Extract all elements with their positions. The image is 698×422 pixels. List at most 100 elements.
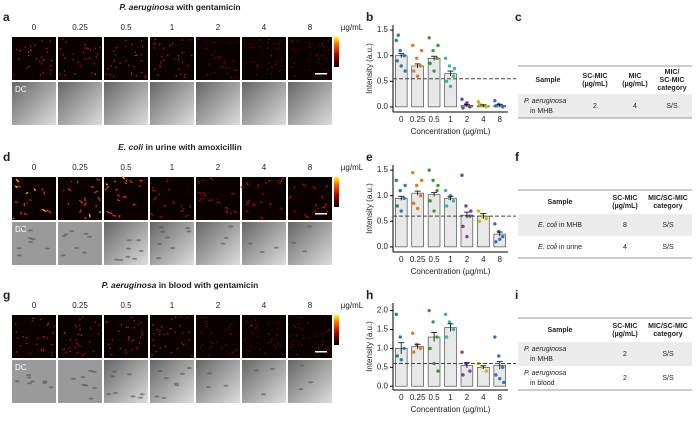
data-point xyxy=(464,204,467,207)
cell-signal xyxy=(64,70,65,71)
data-point xyxy=(419,64,422,67)
data-point xyxy=(452,199,455,202)
cell-signal xyxy=(318,62,319,63)
cell-signal xyxy=(267,323,268,324)
cell-signal xyxy=(159,334,160,335)
cell-signal xyxy=(180,325,181,326)
cell-signal xyxy=(320,76,321,77)
dc-cell xyxy=(61,254,66,256)
cell-signal xyxy=(178,68,179,69)
y-tick-label: 0.5 xyxy=(377,362,389,371)
cell-signal xyxy=(169,189,170,191)
cell-signal xyxy=(266,182,267,184)
data-point xyxy=(436,369,439,372)
cell-signal xyxy=(172,43,173,44)
cell-signal xyxy=(250,43,251,44)
cell-signal xyxy=(81,334,82,335)
cell-signal xyxy=(41,63,42,64)
dc-cell xyxy=(187,367,192,369)
data-point xyxy=(431,320,434,323)
bar xyxy=(428,337,440,386)
cell-signal xyxy=(90,327,91,328)
cell-signal xyxy=(228,68,229,69)
cell-signal xyxy=(237,41,238,42)
title-rest: in urine with amoxicillin xyxy=(143,142,242,152)
cell-signal xyxy=(252,205,255,206)
dc-cell xyxy=(30,380,35,382)
cell-signal xyxy=(83,52,84,53)
cell-signal xyxy=(80,200,81,201)
cell-signal xyxy=(79,346,80,347)
table-cell: S/S xyxy=(662,375,674,382)
data-point xyxy=(412,202,415,205)
dc-cell xyxy=(64,233,69,235)
cell-signal xyxy=(278,49,279,50)
cell-signal xyxy=(125,40,126,41)
cell-signal xyxy=(204,317,205,318)
table-header: (µg/mL) xyxy=(612,203,637,210)
x-axis-label: Concentration (µg/mL) xyxy=(411,267,491,276)
cell-signal xyxy=(74,73,75,74)
cell-signal xyxy=(256,324,257,325)
cell-signal xyxy=(225,344,226,345)
cell-signal xyxy=(210,333,211,334)
cell-signal xyxy=(40,319,41,320)
cell-signal xyxy=(28,66,29,67)
cell-signal xyxy=(118,331,119,332)
cell-signal xyxy=(84,353,85,354)
dc-cell xyxy=(92,371,97,373)
dc-image xyxy=(288,82,332,125)
dc-cell xyxy=(130,395,135,397)
data-point xyxy=(415,184,418,187)
data-point xyxy=(436,44,439,47)
data-point xyxy=(478,103,481,106)
data-point xyxy=(494,240,497,243)
cell-signal xyxy=(307,322,308,323)
concentration-label: 0.25 xyxy=(72,23,88,32)
cell-signal xyxy=(134,320,135,321)
cell-signal xyxy=(37,337,38,338)
bar xyxy=(412,193,424,247)
cell-signal xyxy=(292,49,293,50)
cell-signal xyxy=(62,349,63,350)
cell-signal xyxy=(47,338,48,339)
data-point xyxy=(448,64,451,67)
cell-signal xyxy=(76,343,77,344)
dc-cell xyxy=(27,382,32,384)
cell-signal xyxy=(215,57,216,58)
cell-signal xyxy=(236,333,237,334)
dc-cell xyxy=(87,236,92,238)
cell-signal xyxy=(65,352,66,353)
fluorescence-image xyxy=(150,315,194,358)
cell-signal xyxy=(94,63,95,64)
cell-signal xyxy=(190,39,191,40)
cell-signal xyxy=(291,40,292,41)
cell-signal xyxy=(70,339,71,340)
cell-signal xyxy=(268,63,269,64)
data-point xyxy=(445,204,448,207)
cell-signal xyxy=(41,349,42,350)
cell-signal xyxy=(73,54,74,55)
data-point xyxy=(485,217,488,220)
data-point xyxy=(402,197,405,200)
cell-signal xyxy=(34,45,35,46)
x-tick-label: 4 xyxy=(481,255,486,264)
cell-signal xyxy=(224,61,225,62)
cell-signal xyxy=(293,63,294,64)
panel-letter: d xyxy=(3,150,10,164)
dc-cell xyxy=(157,243,162,245)
table-header: Sample xyxy=(548,327,573,334)
cell-signal xyxy=(224,63,225,64)
concentration-label: 0.25 xyxy=(72,301,88,310)
cell-signal xyxy=(247,321,248,322)
dc-cell xyxy=(17,254,22,256)
dc-cell xyxy=(118,259,123,261)
data-point xyxy=(403,184,406,187)
fluorescence-image xyxy=(150,177,194,220)
data-point xyxy=(412,350,415,353)
cell-signal xyxy=(44,59,45,60)
cell-signal xyxy=(277,322,278,323)
cell-signal xyxy=(136,75,137,76)
cell-signal xyxy=(46,48,47,49)
concentration-label: 2 xyxy=(216,163,221,172)
